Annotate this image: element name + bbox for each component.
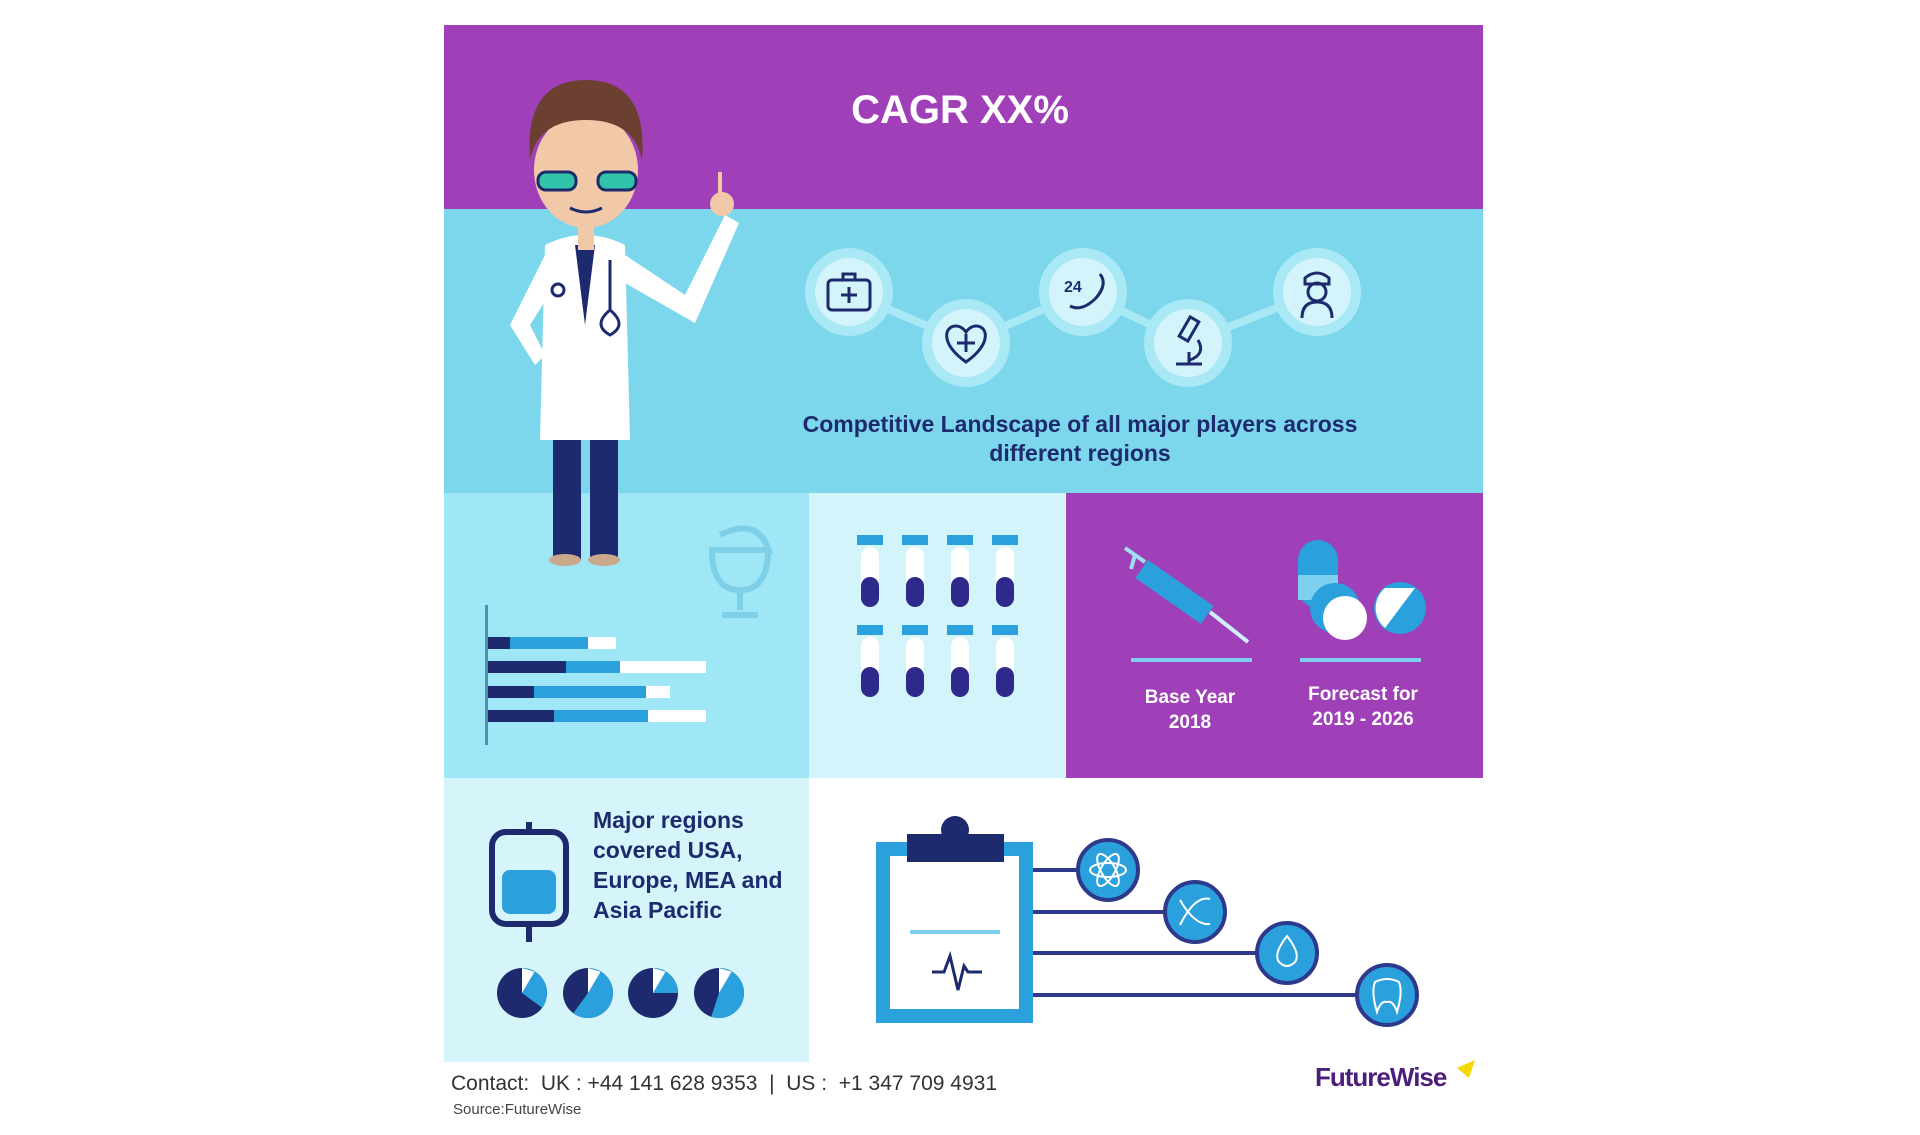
divider: [1300, 658, 1421, 662]
bar-row: [488, 710, 706, 722]
nurse-icon: [1273, 248, 1361, 336]
test-tube-icon: [947, 625, 973, 697]
contact-info: Contact: UK : +44 141 628 9353 | US : +1…: [451, 1072, 998, 1095]
bar-row: [488, 637, 616, 649]
test-tube-panel: [809, 493, 1066, 778]
test-tube-icon: [947, 535, 973, 607]
dna-icon: [1163, 880, 1227, 944]
pharmacy-cup-icon: [708, 525, 773, 618]
futurewise-logo: FutureWise: [1315, 1060, 1475, 1093]
24-hour-phone-icon: 24: [1039, 248, 1127, 336]
bar-row: [488, 661, 706, 673]
drop-icon: [1255, 921, 1319, 985]
pie-icon: [694, 968, 744, 1018]
first-aid-kit-icon: [805, 248, 893, 336]
test-tube-icon: [992, 535, 1018, 607]
test-tube-icon: [902, 535, 928, 607]
heart-plus-icon: [922, 299, 1010, 387]
atom-icon: [1076, 838, 1140, 902]
test-tube-icon: [992, 625, 1018, 697]
source-note: Source:FutureWise: [453, 1101, 582, 1118]
timeline-panel: [1066, 493, 1483, 778]
microscope-icon: [1144, 299, 1232, 387]
landscape-text: Competitive Landscape of all major playe…: [802, 411, 1358, 466]
pie-icon: [563, 968, 614, 1018]
test-tube-icon: [902, 625, 928, 697]
divider: [1131, 658, 1252, 662]
test-tube-icon: [857, 625, 883, 697]
forecast-label: Forecast for 2019 - 2026: [1308, 684, 1418, 730]
bar-panel: [444, 493, 809, 778]
test-tube-icon: [857, 535, 883, 607]
bar-row: [488, 686, 670, 698]
regions-panel: [444, 778, 809, 1062]
base-year-label: Base Year 2018: [1144, 687, 1236, 733]
pills-icon: [1298, 540, 1426, 640]
pie-icon: [497, 968, 548, 1018]
pie-icon: [628, 968, 678, 1018]
syringe-icon: [1123, 546, 1250, 644]
cagr-title: CAGR XX%: [851, 88, 1069, 132]
regions-text: Major regions covered USA, Europe, MEA a…: [593, 807, 783, 923]
svg-text:24: 24: [1064, 279, 1082, 296]
tooth-icon: [1355, 963, 1419, 1027]
